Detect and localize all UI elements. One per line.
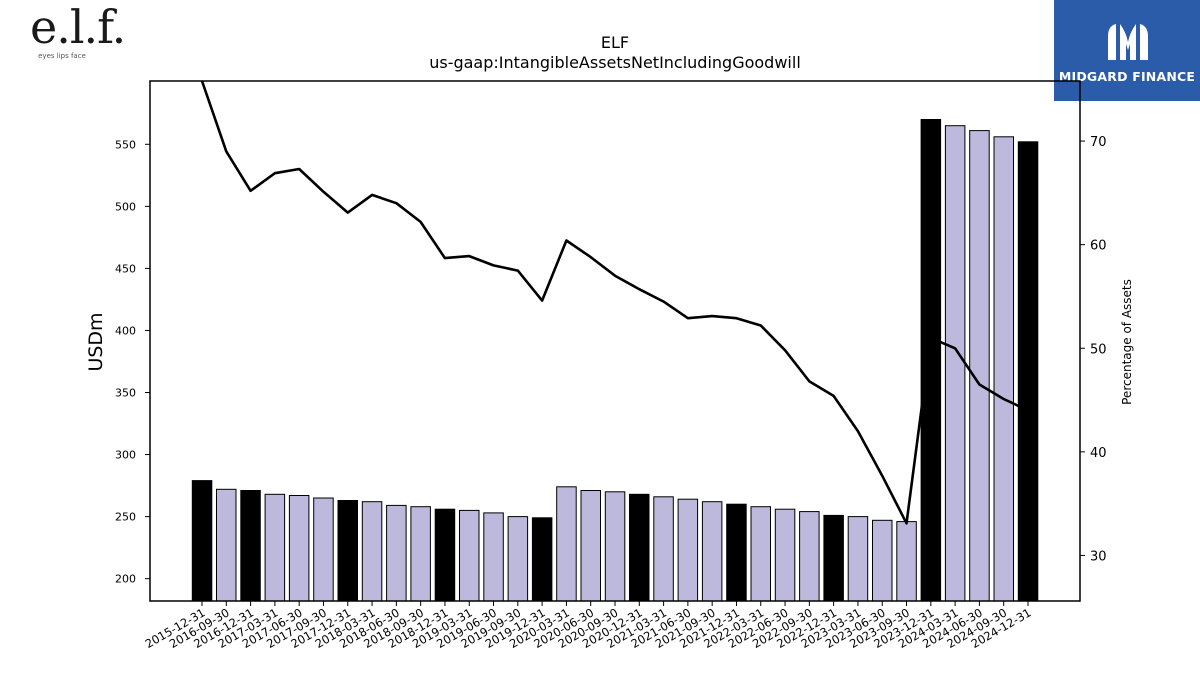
bar <box>580 490 601 602</box>
bar <box>750 506 771 602</box>
bar <box>993 136 1014 602</box>
bar <box>823 514 844 602</box>
bar <box>556 486 577 602</box>
chart-title: ELF <box>601 33 629 52</box>
y-tick-label: 400 <box>115 324 136 337</box>
y2-tick-label: 50 <box>1090 342 1107 357</box>
bar <box>920 119 942 602</box>
bar <box>410 506 431 602</box>
bar <box>216 488 237 602</box>
bar <box>191 480 213 602</box>
bar <box>726 503 747 602</box>
bar <box>969 130 990 602</box>
y-tick-label: 200 <box>115 573 136 586</box>
bar <box>653 496 674 602</box>
midgard-logo-icon <box>1108 24 1148 60</box>
y-tick-label: 250 <box>115 511 136 524</box>
y2-tick-label: 60 <box>1090 239 1107 254</box>
chart-subtitle: us-gaap:IntangibleAssetsNetIncludingGood… <box>429 53 801 72</box>
bar <box>944 125 966 602</box>
bar <box>774 508 796 602</box>
midgard-finance-logo: MIDGARD FINANCE <box>1054 0 1200 101</box>
bar <box>434 508 456 602</box>
bar <box>313 497 334 602</box>
y-tick-label: 500 <box>115 200 136 213</box>
bar <box>872 519 893 602</box>
plot-frame <box>149 80 1081 602</box>
bar <box>507 516 529 602</box>
y2-tick-label: 40 <box>1090 446 1107 461</box>
bar <box>531 517 553 602</box>
bar <box>459 509 480 602</box>
bar <box>483 512 504 602</box>
bar <box>847 516 869 602</box>
bar <box>337 500 358 602</box>
y2-tick-label: 30 <box>1090 549 1107 564</box>
y-tick-label: 550 <box>115 138 136 151</box>
bar <box>1017 141 1039 602</box>
bar <box>701 501 723 602</box>
y-tick-label: 300 <box>115 449 136 462</box>
bar <box>240 490 261 602</box>
bar <box>629 493 650 602</box>
bar <box>288 495 310 602</box>
line-series-percentage <box>200 81 1029 525</box>
elf-logo-tagline: eyes lips face <box>38 52 86 60</box>
bar <box>361 501 383 602</box>
y-tick-label: 350 <box>115 387 136 400</box>
y-axis-label: USDm <box>85 312 107 371</box>
y2-axis-label: Percentage of Assets <box>1120 279 1134 405</box>
bar <box>264 493 286 602</box>
bar <box>799 511 820 602</box>
y2-tick-label: 70 <box>1090 135 1107 150</box>
bar <box>896 521 917 602</box>
y-tick-label: 450 <box>115 262 136 275</box>
bar <box>386 504 407 602</box>
midgard-logo-text: MIDGARD FINANCE <box>1058 69 1196 84</box>
bar <box>677 498 699 602</box>
bar <box>604 491 626 602</box>
